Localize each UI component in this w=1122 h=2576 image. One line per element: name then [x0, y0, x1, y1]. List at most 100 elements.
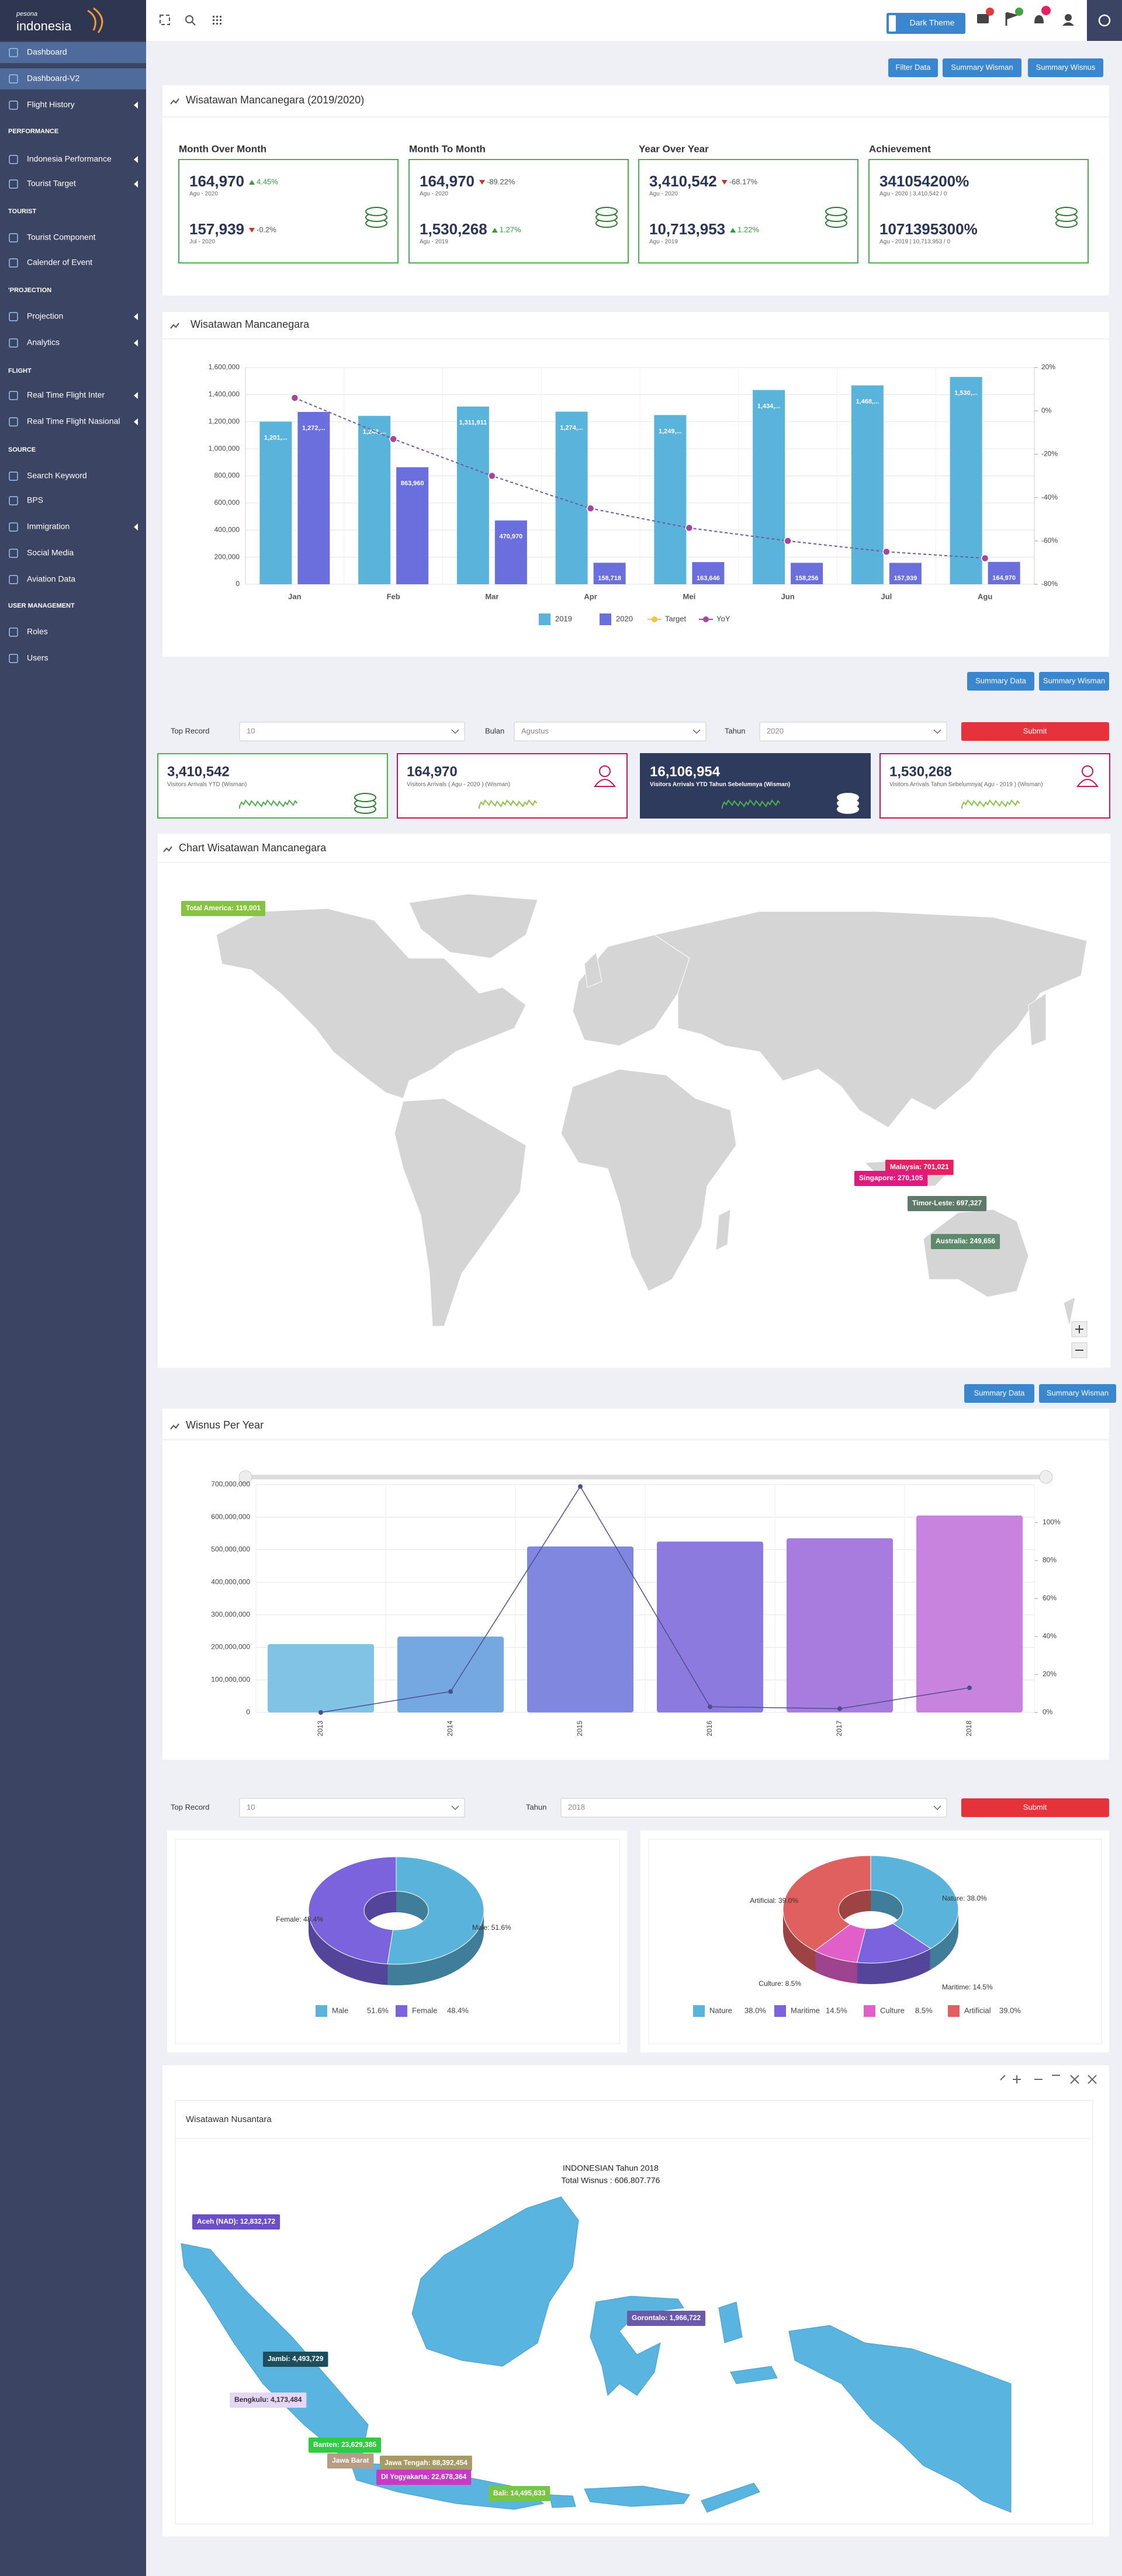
nav-item[interactable]: Real Time Flight Nasional — [27, 417, 120, 426]
nav-item[interactable]: Indonesia Performance — [27, 154, 112, 164]
legend-label: Female — [412, 2006, 437, 2015]
nav-item[interactable]: Tourist Component — [27, 233, 96, 242]
nav-item[interactable]: Tourist Target — [27, 179, 76, 188]
message-icon[interactable] — [977, 14, 989, 23]
button[interactable] — [967, 672, 1034, 691]
nav-item[interactable]: Roles — [27, 627, 48, 636]
nav-icon — [9, 654, 18, 663]
user-icon[interactable] — [1065, 14, 1072, 21]
title-icon — [170, 1423, 179, 1430]
coin-icon — [354, 793, 376, 802]
nav-item[interactable]: Dashboard — [27, 47, 67, 57]
power-icon[interactable] — [1098, 14, 1111, 27]
bar — [267, 1644, 375, 1712]
select-value[interactable]: 2018 — [568, 1802, 585, 1811]
y2-tick-label: -60% — [1041, 536, 1058, 545]
power-area — [1087, 0, 1122, 41]
map-label: Bali: 14,495,633 — [493, 2489, 546, 2497]
button[interactable] — [964, 1384, 1034, 1403]
select-value[interactable]: 2020 — [767, 726, 784, 735]
select[interactable] — [514, 722, 707, 741]
select-chevron — [933, 1805, 941, 1811]
map-label: Jawa Barat — [332, 2456, 369, 2464]
bar — [654, 415, 687, 584]
nav-item[interactable]: Search Keyword — [27, 471, 87, 480]
nav-item[interactable]: Social Media — [27, 548, 74, 557]
nav-item[interactable]: Flight History — [27, 100, 75, 109]
button-label[interactable]: Submit — [1023, 1802, 1047, 1811]
bar — [358, 415, 391, 584]
select[interactable] — [759, 722, 947, 741]
kpi-value: 3,410,542 — [167, 764, 230, 779]
select-value[interactable]: Agustus — [521, 726, 549, 735]
theme-button[interactable] — [886, 13, 965, 34]
button-label[interactable]: Summary Data — [975, 676, 1026, 685]
button-label[interactable]: Submit — [1023, 726, 1047, 735]
search-icon[interactable] — [185, 15, 193, 23]
nav-icon — [9, 48, 18, 57]
select[interactable] — [239, 1798, 465, 1818]
submit-button[interactable] — [961, 722, 1109, 741]
select-value[interactable]: 10 — [247, 1802, 255, 1811]
bell-icon[interactable] — [1034, 15, 1044, 23]
nav-item[interactable]: Projection — [27, 311, 63, 321]
map-label: Timor-Leste: 697,327 — [912, 1199, 982, 1207]
zoom-slider[interactable] — [245, 1475, 1046, 1479]
select[interactable] — [560, 1798, 947, 1818]
select[interactable] — [239, 722, 465, 741]
button-label[interactable]: Summary Data — [974, 1388, 1025, 1397]
select-chevron — [451, 1805, 459, 1811]
button[interactable] — [1039, 672, 1109, 691]
card-tools[interactable] — [1000, 2075, 1097, 2084]
data-label: 1,272,... — [302, 425, 325, 432]
nav-item[interactable]: Calender of Event — [27, 258, 92, 267]
submit-button[interactable] — [961, 1798, 1109, 1817]
change-arrow — [730, 228, 736, 233]
slider-handle[interactable] — [1039, 1470, 1053, 1484]
nav-icon — [9, 233, 18, 242]
bar — [297, 412, 330, 584]
button-label[interactable]: Summary Wisman — [1047, 1388, 1109, 1397]
button-label[interactable]: Filter Data — [896, 63, 931, 71]
bar — [791, 563, 823, 584]
button[interactable] — [888, 58, 938, 77]
logo-mark — [87, 7, 103, 33]
map-label: Aceh (NAD): 12,832,172 — [197, 2217, 275, 2225]
button-label[interactable]: Summary Wisnus — [1036, 63, 1096, 71]
button-label[interactable]: Summary Wisman — [951, 63, 1013, 71]
nav-item[interactable]: BPS — [27, 495, 43, 505]
nav-icon — [9, 258, 18, 268]
data-label: 1,468,... — [856, 398, 879, 405]
zoom-in[interactable] — [1071, 1321, 1088, 1337]
change-arrow — [721, 180, 728, 185]
person-icon — [594, 779, 616, 787]
nav-item[interactable]: Analytics — [27, 338, 60, 347]
continent — [394, 1098, 527, 1327]
fullscreen-icon[interactable] — [160, 15, 170, 25]
button-label[interactable]: Dark Theme — [910, 18, 955, 27]
slider-handle[interactable] — [238, 1470, 252, 1484]
kpi-label: Visitors Arrivals YTD Tahun Sebelumnya (… — [650, 782, 790, 788]
kpi-value: 1071395300% — [879, 220, 978, 238]
button[interactable] — [1039, 1384, 1116, 1403]
coin-icon — [837, 793, 859, 802]
nav-item[interactable]: Users — [27, 653, 49, 663]
x-tick-label: Apr — [584, 592, 597, 601]
nav-item[interactable]: Dashboard-V2 — [27, 74, 79, 83]
flag-icon[interactable] — [1005, 12, 1019, 26]
map-label-box — [380, 2456, 472, 2471]
button[interactable] — [1028, 58, 1103, 77]
continent — [653, 911, 1088, 1128]
nav-item[interactable]: Immigration — [27, 522, 70, 531]
button-label[interactable]: Summary Wisman — [1043, 676, 1105, 685]
kpi-period: Jul - 2020 — [189, 239, 215, 245]
select-value[interactable]: 10 — [247, 726, 255, 735]
x-tick-label: Jul — [881, 592, 892, 601]
nav-item[interactable]: Real Time Flight Inter — [27, 390, 105, 400]
nav-item[interactable]: Aviation Data — [27, 574, 75, 584]
map-label: Banten: 23,629,385 — [313, 2440, 376, 2449]
apps-icon[interactable] — [213, 16, 221, 25]
button[interactable] — [943, 58, 1021, 77]
data-label: Culture: 8.5% — [759, 1979, 801, 1988]
